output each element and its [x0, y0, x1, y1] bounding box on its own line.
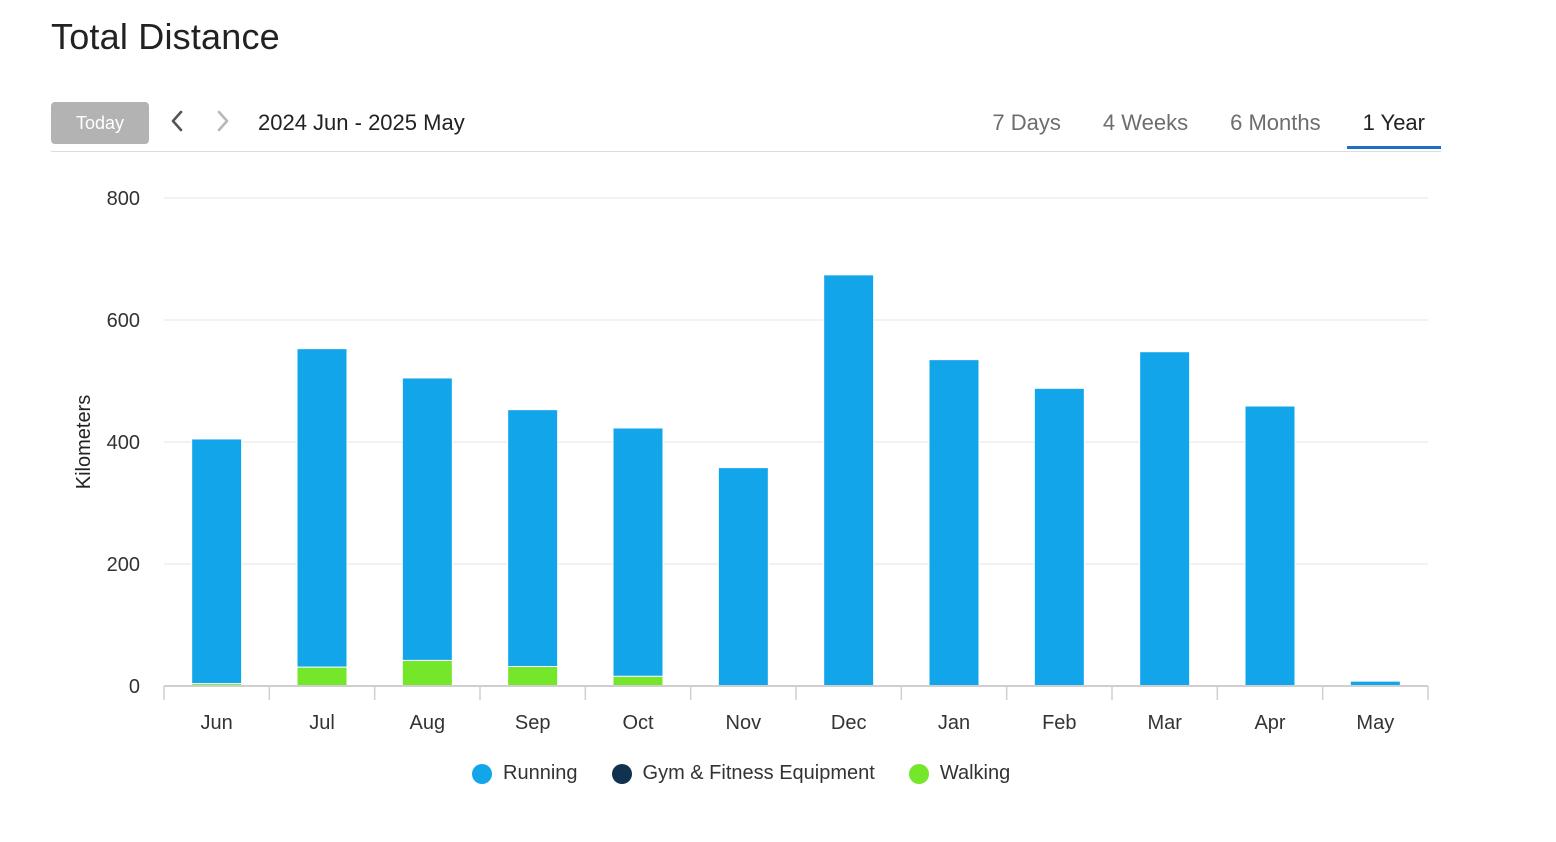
bar-running-sep	[507, 409, 559, 667]
legend-dot-walking	[908, 763, 929, 784]
bar-walking-jul	[296, 666, 348, 687]
legend-item-gym[interactable]: Gym & Fitness Equipment	[611, 762, 875, 785]
x-tick-label: May	[1356, 712, 1394, 734]
legend-dot-running	[472, 763, 492, 784]
bar-running-jan	[928, 359, 980, 687]
x-tick-label: Oct	[622, 712, 654, 734]
today-button[interactable]: Today	[51, 102, 149, 144]
y-tick-label: 800	[107, 188, 140, 210]
x-tick-label: Feb	[1042, 712, 1076, 734]
bar-running-apr	[1244, 405, 1296, 687]
legend-label-running: Running	[503, 762, 578, 784]
y-tick-label: 0	[129, 676, 140, 698]
legend-item-walking[interactable]: Walking	[908, 762, 1011, 785]
tab-4-weeks[interactable]: 4 Weeks	[1102, 110, 1189, 135]
x-tick-label: Apr	[1254, 712, 1285, 734]
legend-label-gym: Gym & Fitness Equipment	[642, 762, 875, 784]
y-axis-label: Kilometers	[73, 395, 95, 489]
x-tick-label: Aug	[410, 712, 446, 734]
date-range-label: 2024 Jun - 2025 May	[258, 110, 465, 135]
bar-running-feb	[1033, 387, 1085, 687]
bar-running-nov	[717, 467, 769, 687]
tab-1-year[interactable]: 1 Year	[1346, 100, 1441, 149]
legend-dot-gym	[611, 763, 632, 784]
x-tick-label: Mar	[1147, 712, 1182, 734]
x-tick-label: Dec	[831, 712, 867, 734]
bar-running-aug	[401, 377, 453, 661]
x-tick-label: Jan	[938, 712, 970, 734]
chart-legend: Running Gym & Fitness Equipment Walking	[472, 762, 1044, 785]
y-tick-label: 200	[107, 554, 140, 576]
bar-walking-sep	[507, 665, 559, 687]
x-tick-label: Nov	[726, 712, 762, 734]
bar-running-jul	[296, 348, 348, 668]
x-tick-label: Jun	[201, 712, 233, 734]
bar-running-oct	[612, 427, 664, 677]
date-toolbar: Today 2024 Jun - 2025 May 7 Days 4 Weeks…	[51, 100, 1441, 152]
range-tabs: 7 Days 4 Weeks 6 Months 1 Year	[966, 100, 1441, 151]
x-tick-label: Sep	[515, 712, 551, 734]
distance-bar-chart: 0 200 400 600 800 Kilometers Jun Jul Aug Sep Oct No…	[73, 188, 1429, 734]
tab-7-days[interactable]: 7 Days	[992, 110, 1061, 135]
x-tick-label: Jul	[309, 712, 335, 734]
bar-running-dec	[823, 274, 875, 687]
bar-running-jun	[191, 438, 243, 685]
y-tick-label: 400	[107, 432, 140, 454]
bar-running-mar	[1139, 351, 1191, 687]
legend-item-running[interactable]: Running	[472, 762, 578, 785]
y-tick-label: 600	[107, 310, 140, 332]
bar-walking-oct	[612, 675, 664, 687]
legend-label-walking: Walking	[939, 762, 1011, 784]
tab-6-months[interactable]: 6 Months	[1230, 110, 1321, 135]
bar-walking-aug	[401, 659, 453, 687]
chevron-left-icon[interactable]	[164, 106, 190, 136]
page-title: Total Distance	[51, 16, 280, 57]
chevron-right-icon[interactable]	[210, 106, 236, 136]
